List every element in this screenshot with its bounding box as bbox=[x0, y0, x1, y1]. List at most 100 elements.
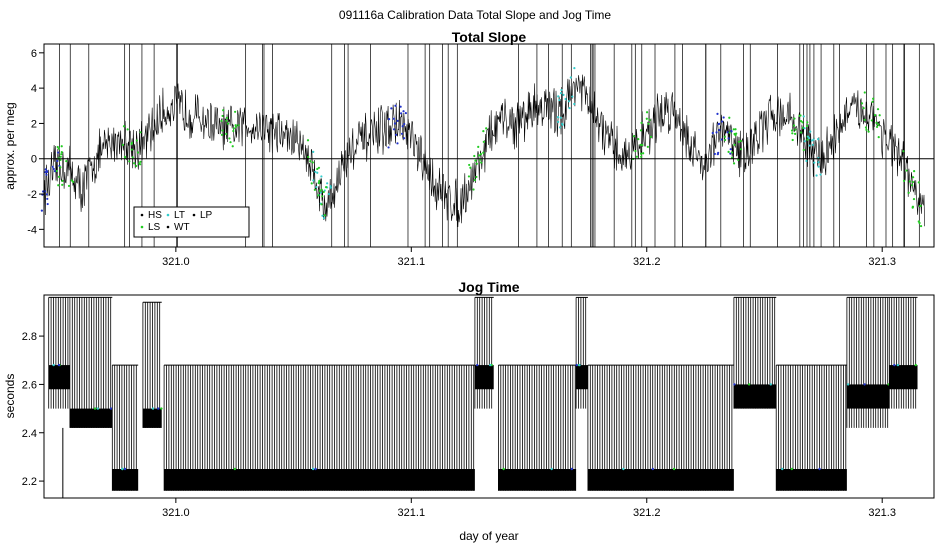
jog-marker-point bbox=[96, 407, 100, 410]
slope-marker-point bbox=[805, 124, 809, 127]
slope-marker-point bbox=[312, 150, 315, 153]
jog-band bbox=[587, 469, 734, 491]
slope-marker-point bbox=[321, 214, 324, 217]
jog-marker-point bbox=[733, 383, 736, 386]
slope-marker-point bbox=[870, 119, 873, 122]
slope-marker-point bbox=[313, 188, 316, 191]
slope-marker-point bbox=[646, 145, 649, 148]
slope-marker-point bbox=[221, 114, 224, 118]
slope-marker-point bbox=[571, 95, 574, 98]
slope-marker-point bbox=[399, 105, 402, 108]
slope-marker-point bbox=[739, 139, 742, 143]
slope-marker-point bbox=[908, 180, 911, 183]
slope-marker-point bbox=[913, 170, 916, 173]
jog-time-ytick-label: 2.4 bbox=[22, 428, 37, 440]
slope-marker-point bbox=[873, 113, 877, 117]
slope-marker-point bbox=[55, 169, 58, 173]
jog-marker-point bbox=[550, 467, 553, 471]
slope-marker-point bbox=[793, 117, 796, 120]
slope-marker-point bbox=[862, 107, 865, 110]
jog-marker-point bbox=[476, 363, 479, 367]
slope-marker-point bbox=[817, 165, 820, 168]
jog-marker-point bbox=[160, 407, 163, 410]
slope-marker-point bbox=[45, 193, 49, 196]
slope-marker-point bbox=[67, 184, 71, 188]
slope-marker-point bbox=[863, 91, 866, 94]
jog-time-xtick-label: 321.2 bbox=[633, 507, 661, 519]
slope-marker-point bbox=[394, 133, 398, 136]
jog-marker-point bbox=[570, 467, 574, 471]
slope-marker-point bbox=[905, 169, 908, 172]
slope-marker-point bbox=[321, 195, 324, 198]
slope-marker-point bbox=[718, 128, 721, 132]
slope-marker-point bbox=[133, 162, 136, 165]
slope-marker-point bbox=[573, 67, 576, 70]
legend-label-hs: HS bbox=[148, 210, 162, 221]
slope-marker-point bbox=[817, 138, 820, 141]
slope-marker-point bbox=[477, 154, 481, 157]
slope-marker-point bbox=[122, 125, 126, 128]
slope-marker-point bbox=[801, 121, 804, 124]
slope-marker-point bbox=[57, 175, 61, 178]
slope-marker-point bbox=[232, 129, 235, 133]
slope-marker-point bbox=[717, 122, 721, 125]
x-axis-label: day of year bbox=[459, 529, 518, 543]
slope-marker-point bbox=[57, 151, 60, 154]
slope-marker-point bbox=[482, 140, 485, 143]
slope-marker-point bbox=[864, 126, 868, 129]
slope-marker-point bbox=[732, 162, 736, 165]
jog-time-data bbox=[48, 296, 918, 498]
slope-marker-point bbox=[919, 224, 923, 228]
slope-marker-point bbox=[911, 180, 915, 184]
slope-marker-point bbox=[645, 111, 649, 114]
jog-marker-point bbox=[123, 467, 127, 471]
slope-marker-point bbox=[317, 166, 321, 169]
total-slope-panel: Total Slope 321.0 321.1 321.2 321.3 -4 -2 0 2 4 6… bbox=[3, 29, 935, 268]
slope-marker-point bbox=[639, 129, 643, 132]
jog-marker-point bbox=[121, 467, 124, 471]
slope-marker-point bbox=[404, 111, 407, 115]
slope-marker-point bbox=[387, 146, 390, 149]
slope-marker-point bbox=[310, 182, 313, 185]
jog-time-xtick-label: 321.1 bbox=[398, 507, 426, 519]
slope-marker-point bbox=[559, 126, 562, 129]
slope-marker-point bbox=[400, 132, 404, 135]
slope-marker-point bbox=[722, 116, 725, 119]
slope-marker-point bbox=[56, 145, 59, 149]
slope-marker-point bbox=[392, 117, 395, 120]
slope-marker-point bbox=[318, 180, 321, 183]
slope-marker-point bbox=[234, 110, 237, 113]
slope-marker-point bbox=[568, 106, 571, 110]
jog-time-axes: 321.0 321.1 321.2 321.3 2.2 2.4 2.6 2.8 bbox=[22, 331, 896, 519]
slope-marker-point bbox=[320, 175, 323, 178]
slope-marker-point bbox=[329, 185, 332, 188]
slope-marker-point bbox=[46, 202, 49, 206]
slope-marker-point bbox=[639, 143, 642, 146]
slope-marker-point bbox=[130, 148, 133, 151]
slope-marker-point bbox=[878, 114, 881, 117]
total-slope-ytick-label: 4 bbox=[31, 83, 37, 95]
slope-marker-point bbox=[57, 184, 60, 187]
slope-marker-point bbox=[56, 159, 59, 163]
slope-marker-point bbox=[918, 221, 921, 225]
slope-marker-point bbox=[733, 132, 736, 136]
slope-marker-point bbox=[311, 161, 314, 164]
slope-marker-point bbox=[791, 138, 794, 142]
slope-marker-point bbox=[306, 139, 310, 142]
legend-swatch-lt bbox=[166, 213, 170, 217]
slope-marker-point bbox=[876, 108, 880, 111]
slope-marker-point bbox=[871, 100, 874, 103]
slope-marker-point bbox=[473, 179, 476, 182]
slope-marker-point bbox=[717, 151, 720, 154]
total-slope-ytick-label: 2 bbox=[31, 118, 37, 130]
jog-marker-point bbox=[781, 467, 784, 471]
slope-marker-point bbox=[316, 171, 319, 174]
jog-band bbox=[164, 469, 475, 491]
slope-marker-point bbox=[479, 153, 483, 156]
slope-marker-point bbox=[573, 102, 576, 106]
jog-marker-point bbox=[790, 467, 794, 471]
jog-band bbox=[112, 469, 139, 491]
slope-marker-point bbox=[478, 158, 482, 161]
slope-marker-point bbox=[562, 93, 565, 96]
slope-marker-point bbox=[222, 109, 225, 112]
